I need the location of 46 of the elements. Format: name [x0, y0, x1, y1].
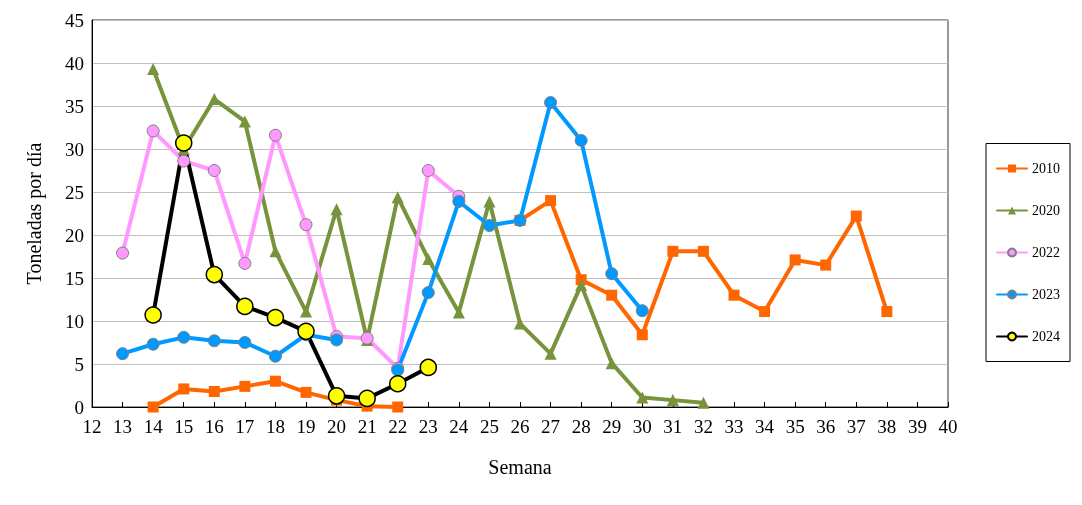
y-tick-label: 0: [74, 396, 84, 418]
x-tick-label: 37: [846, 416, 866, 437]
x-tick-label: 24: [449, 416, 469, 437]
y-tick-label: 20: [65, 224, 84, 246]
y-axis-title: Toneladas por día: [23, 142, 46, 285]
y-tick-label: 35: [65, 95, 84, 117]
y-tick-label: 25: [65, 181, 84, 203]
x-axis-title: Semana: [488, 456, 552, 478]
x-tick-label: 32: [693, 416, 713, 437]
legend-label: 2023: [1032, 287, 1060, 302]
legend-label: 2010: [1032, 161, 1060, 176]
x-tick-label: 22: [388, 416, 408, 437]
x-tick-label: 17: [235, 416, 255, 437]
x-tick-label: 25: [479, 416, 499, 437]
x-tick-label: 30: [632, 416, 652, 437]
y-tick-label: 45: [65, 9, 84, 31]
y-tick-label: 5: [74, 353, 84, 375]
x-tick-label: 18: [265, 416, 285, 437]
x-tick-label: 16: [204, 416, 224, 437]
y-tick-label: 15: [65, 267, 84, 289]
legend-label: 2022: [1032, 245, 1060, 260]
x-tick-label: 38: [877, 416, 897, 437]
x-tick-label: 15: [174, 416, 194, 437]
x-tick-label: 28: [571, 416, 591, 437]
legend-label: 2020: [1032, 203, 1060, 218]
x-tick-label: 20: [327, 416, 347, 437]
y-tick-label: 10: [65, 310, 84, 332]
x-tick-label: 27: [541, 416, 561, 437]
x-tick-label: 19: [296, 416, 316, 437]
x-tick-label: 34: [755, 416, 775, 437]
x-tick-label: 36: [816, 416, 836, 437]
x-tick-label: 14: [143, 416, 164, 437]
x-tick-label: 35: [785, 416, 805, 437]
x-tick-label: 40: [938, 416, 958, 437]
x-tick-label: 39: [907, 416, 927, 437]
x-tick-label: 23: [418, 416, 438, 437]
y-tick-label: 30: [65, 138, 84, 160]
x-tick-label: 31: [663, 416, 683, 437]
x-tick-label: 29: [602, 416, 622, 437]
x-tick-label: 21: [357, 416, 377, 437]
legend-label: 2024: [1032, 329, 1060, 344]
x-tick-label: 26: [510, 416, 530, 437]
x-tick-label: 13: [113, 416, 133, 437]
x-tick-label: 33: [724, 416, 744, 437]
x-tick-label: 12: [82, 416, 102, 437]
y-tick-label: 40: [65, 52, 84, 74]
